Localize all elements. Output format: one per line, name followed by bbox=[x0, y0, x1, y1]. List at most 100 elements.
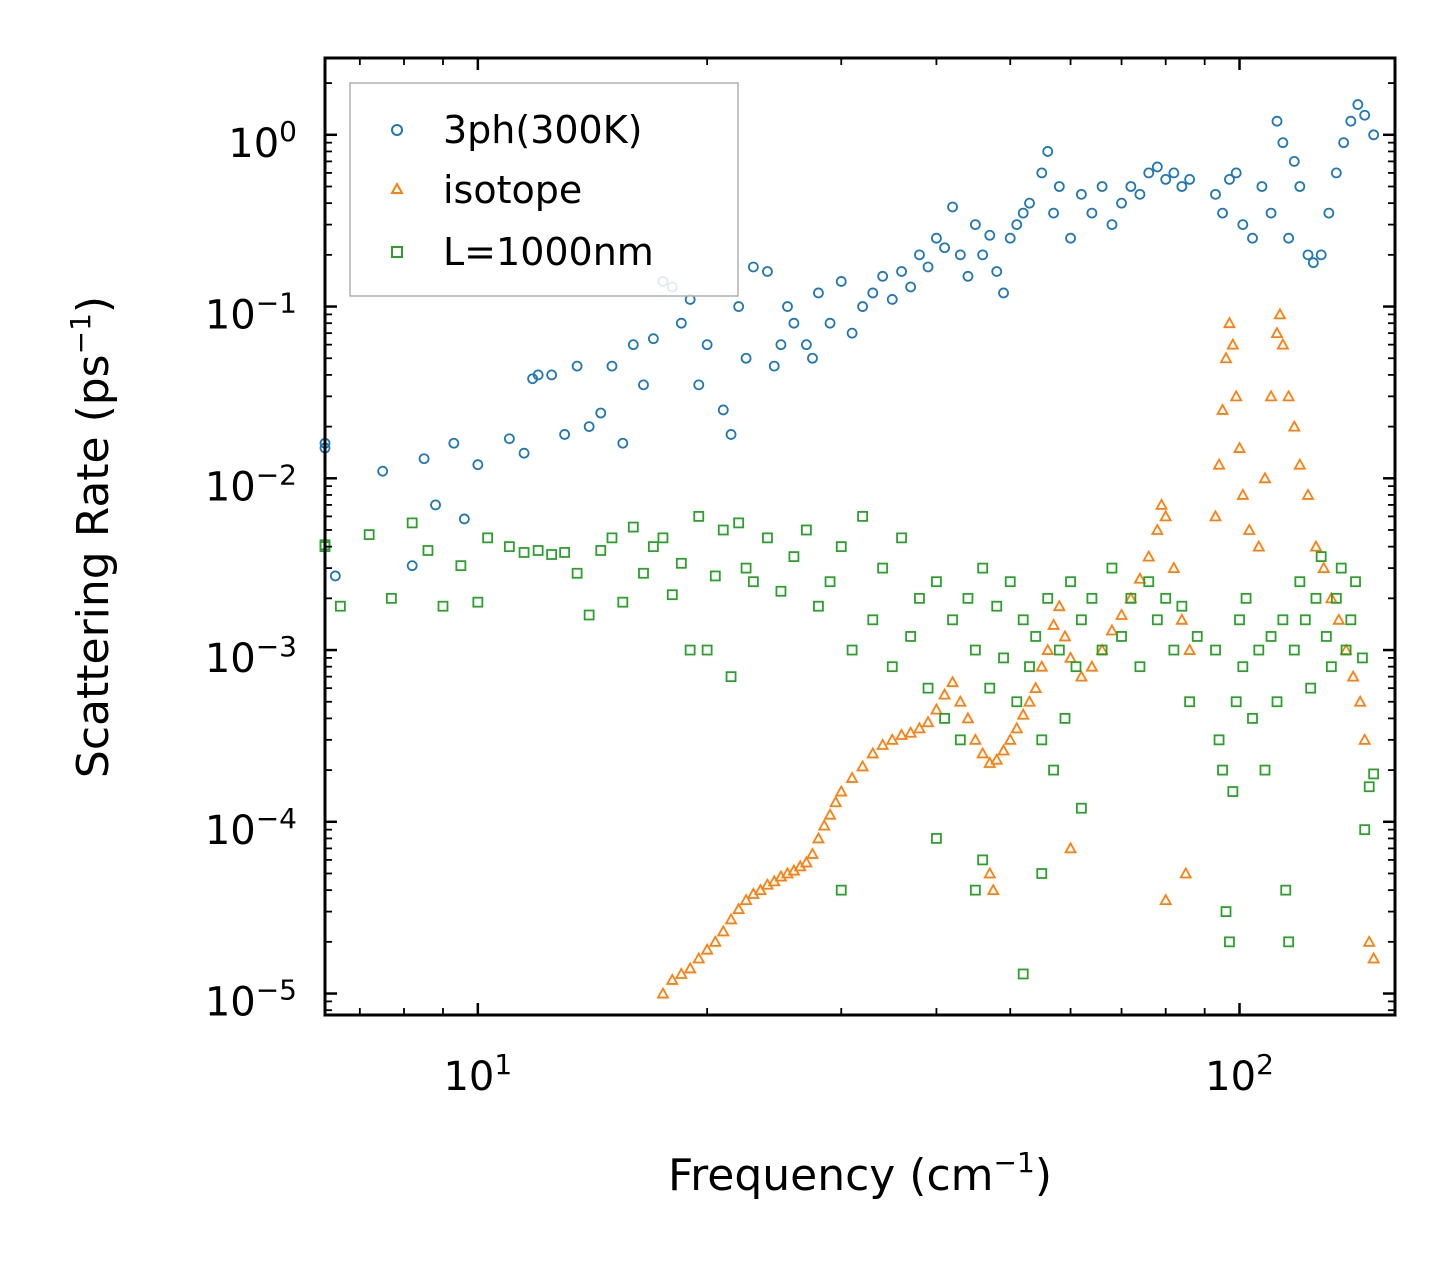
data-point bbox=[430, 499, 441, 511]
data-point bbox=[583, 421, 595, 432]
legend-marker-isotope bbox=[390, 181, 404, 194]
data-point bbox=[1004, 576, 1016, 588]
data-point bbox=[1265, 631, 1277, 642]
data-point bbox=[1086, 207, 1098, 219]
data-point bbox=[1283, 232, 1295, 244]
data-point bbox=[953, 694, 967, 707]
data-point bbox=[1053, 644, 1065, 656]
data-point bbox=[1075, 802, 1087, 814]
data-point bbox=[1052, 599, 1066, 612]
data-point bbox=[983, 866, 997, 879]
data-point bbox=[788, 551, 800, 563]
data-point bbox=[1359, 109, 1371, 121]
data-point bbox=[1240, 592, 1252, 604]
data-point bbox=[1011, 219, 1023, 231]
data-point bbox=[1363, 781, 1375, 793]
x-axis-label-superscript: −1 bbox=[994, 1146, 1035, 1179]
data-point bbox=[1230, 696, 1242, 708]
data-point bbox=[1059, 712, 1071, 724]
legend-box bbox=[349, 82, 739, 297]
data-point bbox=[939, 712, 950, 724]
data-point bbox=[997, 743, 1011, 756]
data-point bbox=[1234, 614, 1245, 626]
x-tick-labels: 101 102 bbox=[443, 1048, 1273, 1100]
data-point bbox=[1116, 631, 1127, 642]
data-point bbox=[472, 596, 484, 608]
data-point bbox=[717, 524, 729, 536]
data-point bbox=[922, 261, 934, 273]
data-point bbox=[877, 562, 889, 574]
data-point bbox=[1320, 631, 1332, 642]
data-point bbox=[617, 596, 629, 608]
data-point bbox=[747, 576, 759, 588]
data-point bbox=[334, 600, 346, 612]
data-point bbox=[1024, 197, 1035, 209]
data-point bbox=[846, 644, 858, 656]
data-point bbox=[422, 545, 434, 556]
data-point bbox=[1035, 659, 1049, 672]
data-point bbox=[962, 592, 974, 604]
data-point bbox=[954, 249, 966, 261]
data-point bbox=[977, 854, 989, 866]
data-point bbox=[701, 644, 713, 656]
data-point bbox=[1307, 257, 1319, 269]
data-point bbox=[782, 301, 793, 312]
data-point bbox=[1288, 644, 1300, 656]
data-point bbox=[896, 532, 907, 544]
data-point bbox=[1010, 721, 1024, 734]
data-point bbox=[1258, 471, 1272, 484]
data-point bbox=[606, 360, 618, 372]
data-point bbox=[1220, 906, 1232, 917]
data-point bbox=[1229, 389, 1243, 402]
data-point bbox=[931, 833, 942, 844]
data-point bbox=[606, 532, 618, 544]
data-point bbox=[1017, 968, 1029, 980]
y-tick-label-1e-1: 10−1 bbox=[205, 287, 297, 339]
data-point bbox=[503, 433, 515, 445]
data-point bbox=[458, 513, 470, 525]
y-tick-exponent: −1 bbox=[256, 287, 297, 320]
data-point bbox=[1315, 551, 1327, 563]
y-tick-label-1e-5: 10−5 bbox=[205, 974, 297, 1026]
data-point bbox=[846, 327, 858, 339]
data-point bbox=[683, 961, 697, 974]
data-point bbox=[647, 333, 659, 345]
data-point bbox=[845, 771, 859, 783]
data-point bbox=[674, 967, 688, 979]
data-point bbox=[1011, 696, 1023, 708]
data-point bbox=[1176, 181, 1188, 192]
data-point bbox=[984, 682, 996, 694]
data-point bbox=[1294, 576, 1306, 588]
y-tick-label-1e-3: 10−3 bbox=[205, 630, 297, 682]
data-point bbox=[824, 317, 836, 329]
y-tick-exponent: 0 bbox=[279, 115, 297, 148]
data-point bbox=[1036, 734, 1048, 746]
data-point bbox=[716, 924, 730, 937]
data-point bbox=[1217, 764, 1228, 776]
data-point bbox=[905, 631, 917, 642]
data-point bbox=[1210, 644, 1221, 656]
data-point bbox=[969, 219, 981, 231]
data-point bbox=[1335, 562, 1347, 574]
data-point bbox=[1368, 768, 1380, 780]
data-point bbox=[788, 317, 800, 329]
data-point bbox=[1315, 249, 1327, 261]
y-axis-label-superscript: −1 bbox=[64, 313, 97, 354]
data-point bbox=[1362, 934, 1376, 947]
data-point bbox=[377, 465, 389, 477]
data-point bbox=[406, 560, 418, 572]
data-point bbox=[1064, 841, 1078, 854]
data-point bbox=[1047, 618, 1061, 630]
data-point bbox=[835, 541, 847, 553]
y-tick-label-1e-4: 10−4 bbox=[205, 802, 297, 854]
data-point bbox=[946, 675, 960, 688]
data-point bbox=[857, 510, 869, 522]
data-points bbox=[319, 99, 1381, 999]
data-point bbox=[1085, 659, 1099, 672]
data-point bbox=[1142, 549, 1156, 562]
data-point bbox=[1299, 614, 1311, 626]
data-point bbox=[1036, 868, 1048, 879]
data-point bbox=[1283, 936, 1295, 948]
data-point bbox=[448, 437, 460, 449]
